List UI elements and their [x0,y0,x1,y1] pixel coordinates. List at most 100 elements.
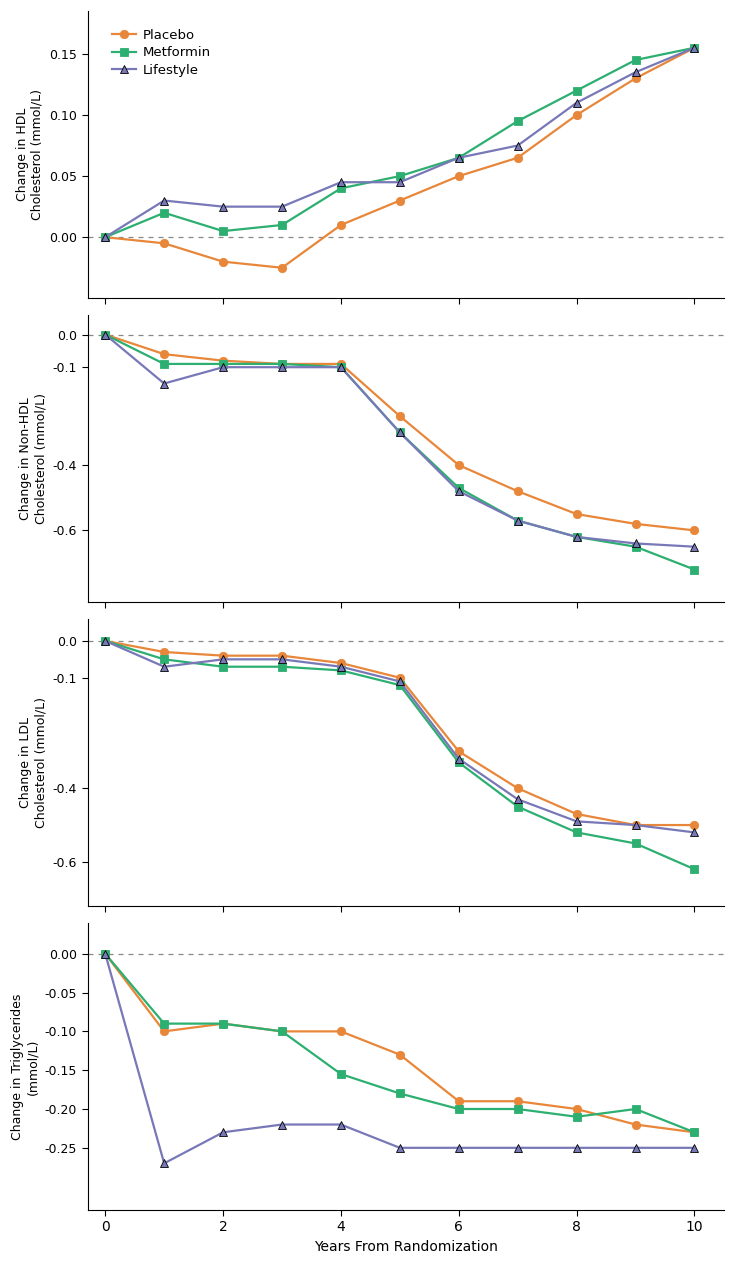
Lifestyle [513,1140,522,1155]
Lifestyle [278,359,287,374]
Placebo [454,744,463,759]
Y-axis label: Change in HDL
Cholesterol (mmol/L): Change in HDL Cholesterol (mmol/L) [15,90,43,220]
Metformin [454,755,463,770]
Lifestyle [631,536,640,552]
Metformin [101,230,110,245]
Placebo [101,946,110,961]
Placebo [690,522,699,538]
Metformin [513,114,522,129]
Metformin [631,539,640,554]
Lifestyle [395,674,404,689]
Placebo [690,1125,699,1140]
Legend: Placebo, Metformin, Lifestyle: Placebo, Metformin, Lifestyle [107,24,216,82]
Line: Metformin: Metformin [101,43,698,242]
Placebo [690,40,699,56]
Metformin [101,946,110,961]
Placebo [337,218,345,233]
Lifestyle [219,359,228,374]
Line: Placebo: Placebo [101,950,698,1136]
Metformin [454,481,463,496]
Lifestyle [219,199,228,214]
Line: Lifestyle: Lifestyle [101,950,698,1168]
Placebo [278,1023,287,1039]
Placebo [572,1102,581,1117]
Metformin [337,181,345,196]
Lifestyle [513,514,522,529]
Lifestyle [337,1117,345,1132]
Placebo [513,781,522,796]
Placebo [159,644,168,659]
Y-axis label: Change in Non-HDL
Cholesterol (mmol/L): Change in Non-HDL Cholesterol (mmol/L) [19,393,47,524]
Metformin [513,799,522,815]
Lifestyle [572,529,581,544]
Line: Metformin: Metformin [101,950,698,1136]
Metformin [278,218,287,233]
Metformin [572,1109,581,1125]
Metformin [513,514,522,529]
Metformin [631,52,640,67]
Placebo [219,353,228,368]
Placebo [454,1094,463,1109]
Lifestyle [454,1140,463,1155]
Y-axis label: Change in LDL
Cholesterol (mmol/L): Change in LDL Cholesterol (mmol/L) [19,697,47,829]
Placebo [395,409,404,424]
Metformin [395,168,404,183]
Metformin [278,1023,287,1039]
Metformin [219,357,228,372]
Lifestyle [395,1140,404,1155]
Lifestyle [395,175,404,190]
Line: Lifestyle: Lifestyle [101,330,698,550]
Lifestyle [159,659,168,674]
Metformin [337,359,345,374]
Placebo [513,151,522,166]
Lifestyle [219,1125,228,1140]
Lifestyle [572,813,581,829]
Placebo [219,648,228,663]
Metformin [572,83,581,99]
Lifestyle [454,151,463,166]
Lifestyle [454,483,463,498]
Metformin [690,861,699,877]
Lifestyle [513,138,522,153]
Placebo [159,235,168,250]
Metformin [395,425,404,440]
Lifestyle [219,651,228,667]
Placebo [159,1023,168,1039]
Lifestyle [159,376,168,391]
Lifestyle [159,194,168,209]
Lifestyle [690,539,699,554]
Lifestyle [337,659,345,674]
Metformin [219,1016,228,1031]
Placebo [454,458,463,473]
Metformin [631,836,640,851]
Placebo [101,634,110,649]
Lifestyle [690,1140,699,1155]
Placebo [572,108,581,123]
Metformin [278,357,287,372]
Line: Placebo: Placebo [101,636,698,830]
Lifestyle [278,1117,287,1132]
Lifestyle [337,175,345,190]
Line: Metformin: Metformin [101,636,698,873]
Placebo [101,230,110,245]
Metformin [278,659,287,674]
Metformin [337,663,345,678]
Placebo [337,1023,345,1039]
Metformin [572,825,581,840]
Line: Metformin: Metformin [101,330,698,574]
Lifestyle [101,230,110,245]
Line: Lifestyle: Lifestyle [101,636,698,836]
Placebo [395,194,404,209]
Metformin [159,1016,168,1031]
Metformin [690,562,699,577]
Placebo [337,357,345,372]
Metformin [395,1085,404,1101]
Metformin [219,659,228,674]
Placebo [278,357,287,372]
Placebo [572,506,581,521]
Placebo [513,1094,522,1109]
Lifestyle [631,65,640,80]
Metformin [690,1125,699,1140]
Placebo [395,670,404,686]
Placebo [572,806,581,821]
